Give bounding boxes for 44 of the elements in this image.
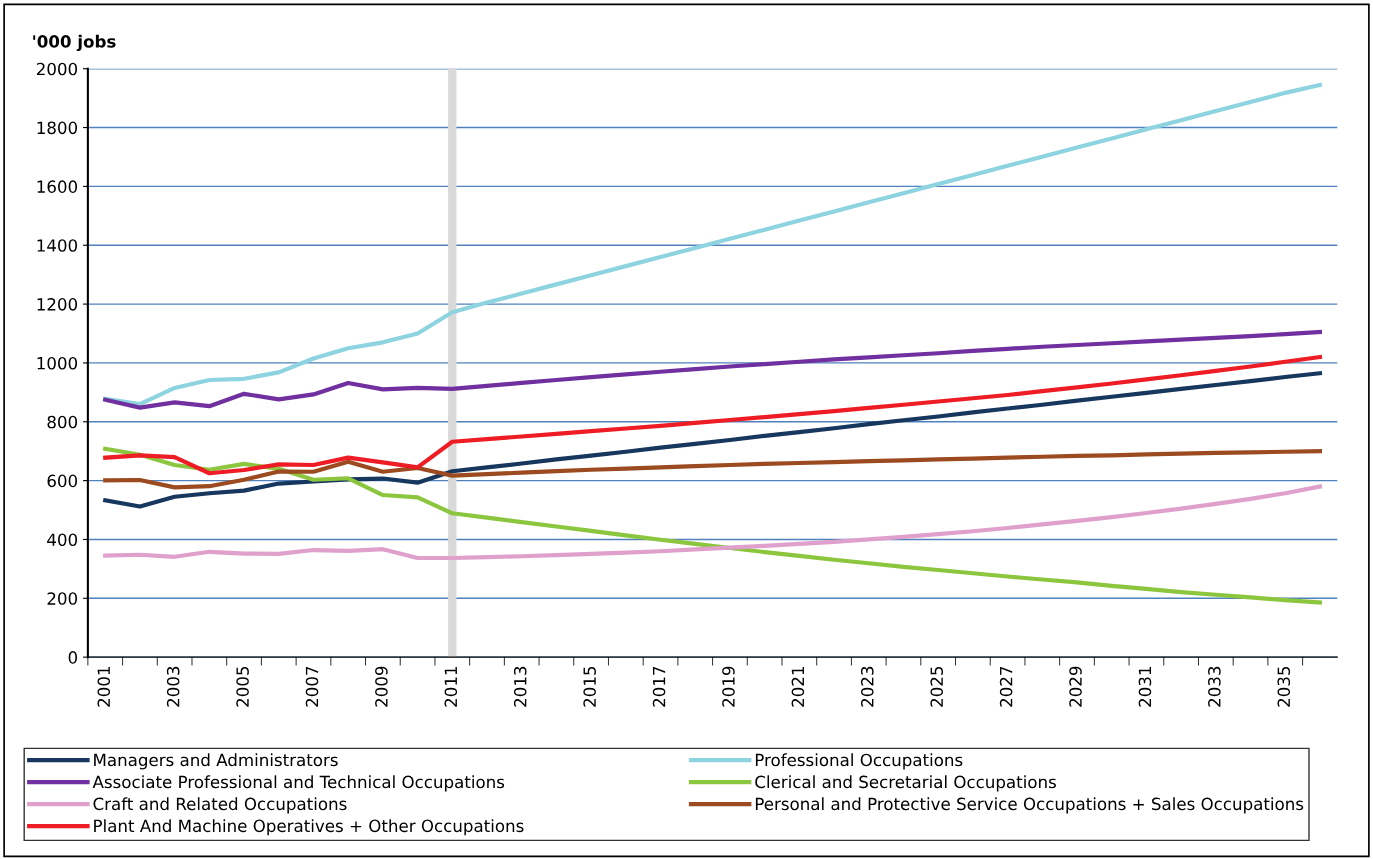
- x-tick-label: 2007: [305, 666, 319, 707]
- x-tick-label: 2015: [583, 666, 596, 707]
- y-tick-label: 2000: [36, 62, 78, 76]
- x-tick-label: 2009: [375, 666, 388, 707]
- y-tick-label: 400: [47, 533, 78, 547]
- x-tick-label: 2019: [722, 666, 735, 707]
- line-series: [103, 354, 1323, 476]
- line-series: [103, 446, 1323, 605]
- x-tick-label: 2013: [513, 666, 527, 707]
- x-tick-label: 2017: [652, 666, 666, 707]
- y-tick-label: 800: [47, 415, 78, 429]
- legend-label: Associate Professional and Technical Occupations: [92, 775, 505, 792]
- line-series: [103, 449, 1323, 490]
- line-series: [103, 484, 1323, 561]
- y-tick-label: 1600: [37, 180, 78, 193]
- y-tick-label: 1200: [37, 298, 78, 311]
- x-tick-label: 2035: [1277, 666, 1291, 707]
- x-tick-label: 2025: [930, 666, 944, 707]
- y-tick-label: 200: [47, 592, 78, 605]
- x-tick-label: 2021: [791, 667, 805, 707]
- legend-label: Personal and Protective Service Occupations + Sales Occupations: [755, 797, 1304, 814]
- line-series: [103, 371, 1323, 509]
- legend-label: Plant And Machine Operatives + Other Occupations: [94, 819, 524, 836]
- x-tick-label: 2029: [1069, 666, 1082, 707]
- y-tick-label: 0: [68, 651, 78, 664]
- line-series: [103, 329, 1323, 410]
- x-tick-label: 2023: [860, 666, 874, 707]
- y-axis-title: '000 jobs: [33, 34, 116, 52]
- x-tick-label: 2003: [166, 666, 180, 707]
- x-tick-label: 2027: [999, 666, 1013, 707]
- y-tick-label: 600: [47, 474, 78, 488]
- legend-label: Professional Occupations: [755, 753, 963, 770]
- y-tick-label: 1800: [37, 121, 78, 135]
- legend-label: Clerical and Secretarial Occupations: [755, 775, 1056, 792]
- x-tick-label: 2001: [97, 667, 111, 707]
- y-tick-label: 1000: [37, 356, 78, 370]
- legend-label: Craft and Related Occupations: [93, 797, 347, 814]
- x-tick-label: 2033: [1208, 666, 1221, 707]
- x-tick-label: 2011: [444, 667, 458, 707]
- y-tick-label: 1400: [37, 239, 78, 252]
- x-tick-label: 2031: [1138, 667, 1152, 707]
- x-tick-label: 2005: [236, 666, 249, 707]
- line-series: [103, 82, 1323, 407]
- legend-label: Managers and Administrators: [94, 753, 338, 770]
